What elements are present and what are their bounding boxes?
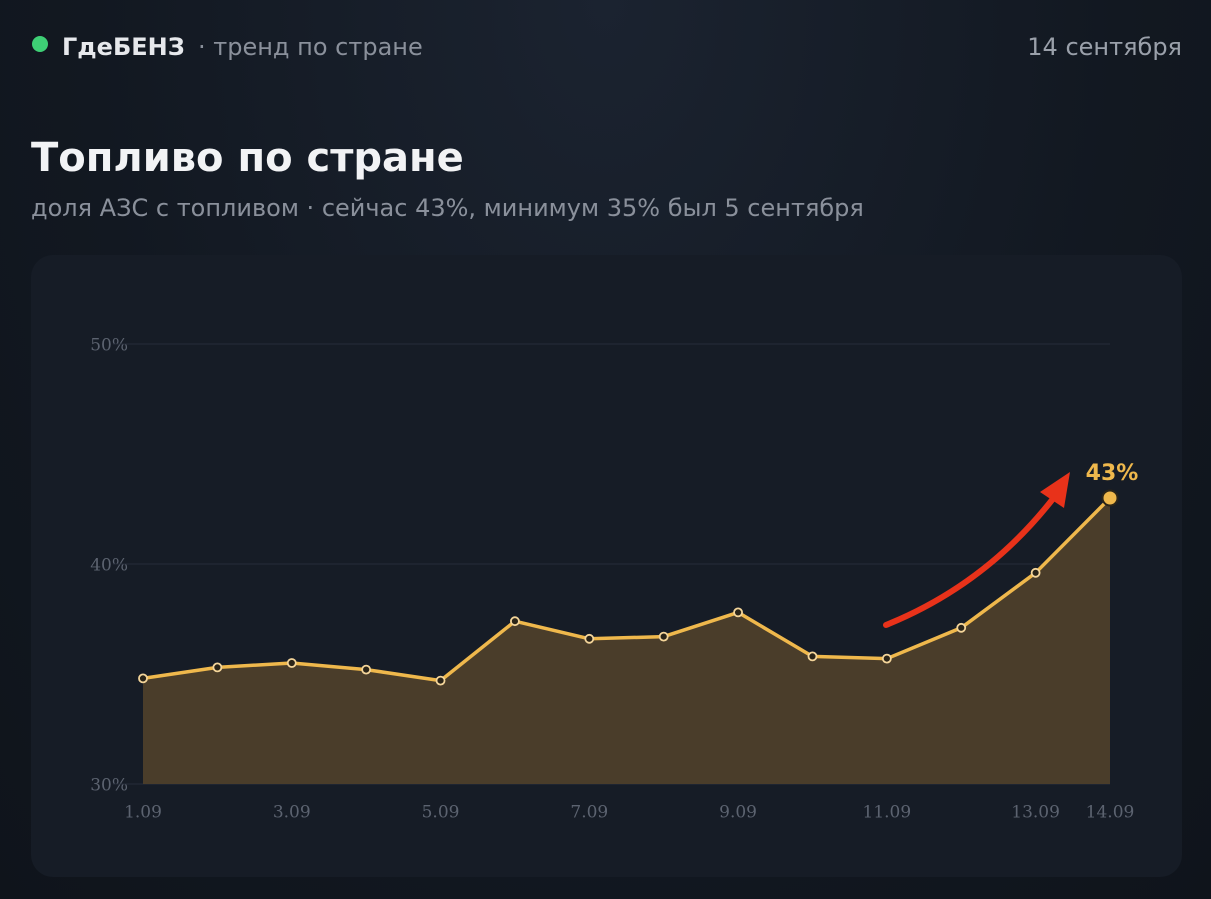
point <box>1030 567 1041 578</box>
brand: ГдеБЕНЗ <box>62 33 185 61</box>
point <box>807 651 818 662</box>
point <box>361 664 372 675</box>
point <box>286 658 297 668</box>
value-label: 43% <box>1086 461 1139 486</box>
point <box>1101 489 1119 507</box>
x-tick-label: 1.09 <box>124 803 162 823</box>
x-tick-label: 14.09 <box>1086 803 1135 823</box>
point <box>956 622 967 633</box>
point <box>658 631 669 642</box>
x-tick-label: 5.09 <box>422 803 460 823</box>
point <box>435 675 446 686</box>
x-tick-label: 13.09 <box>1011 803 1060 823</box>
x-tick-label: 3.09 <box>273 803 311 823</box>
date: 14 сентября <box>1027 33 1182 61</box>
trend-arrow <box>883 497 1055 628</box>
line <box>142 496 1112 683</box>
status-dot <box>32 36 48 52</box>
area <box>143 498 1110 784</box>
x-tick-label: 7.09 <box>570 803 608 823</box>
point <box>510 616 520 627</box>
chart-subtitle: доля АЗС с топливом · сейчас 43%, миниму… <box>31 194 864 222</box>
y-tick-label: 50% <box>90 336 128 356</box>
plot: 30% 40% 50% 1.09 3.09 5.09 7.09 9.09 11.09 13.09 1… <box>90 336 1138 823</box>
y-tick-label: 40% <box>90 556 128 576</box>
chart-title: Топливо по стране <box>31 135 464 181</box>
point <box>138 673 148 684</box>
tag: · тренд по стране <box>198 33 423 61</box>
trend-arrowhead <box>1040 472 1070 508</box>
x-tick-label: 9.09 <box>719 803 757 823</box>
point <box>881 653 892 664</box>
x-tick-label: 11.09 <box>863 803 912 823</box>
point <box>584 633 595 644</box>
point <box>733 607 743 618</box>
point <box>212 662 223 673</box>
y-tick-label: 30% <box>90 776 128 796</box>
